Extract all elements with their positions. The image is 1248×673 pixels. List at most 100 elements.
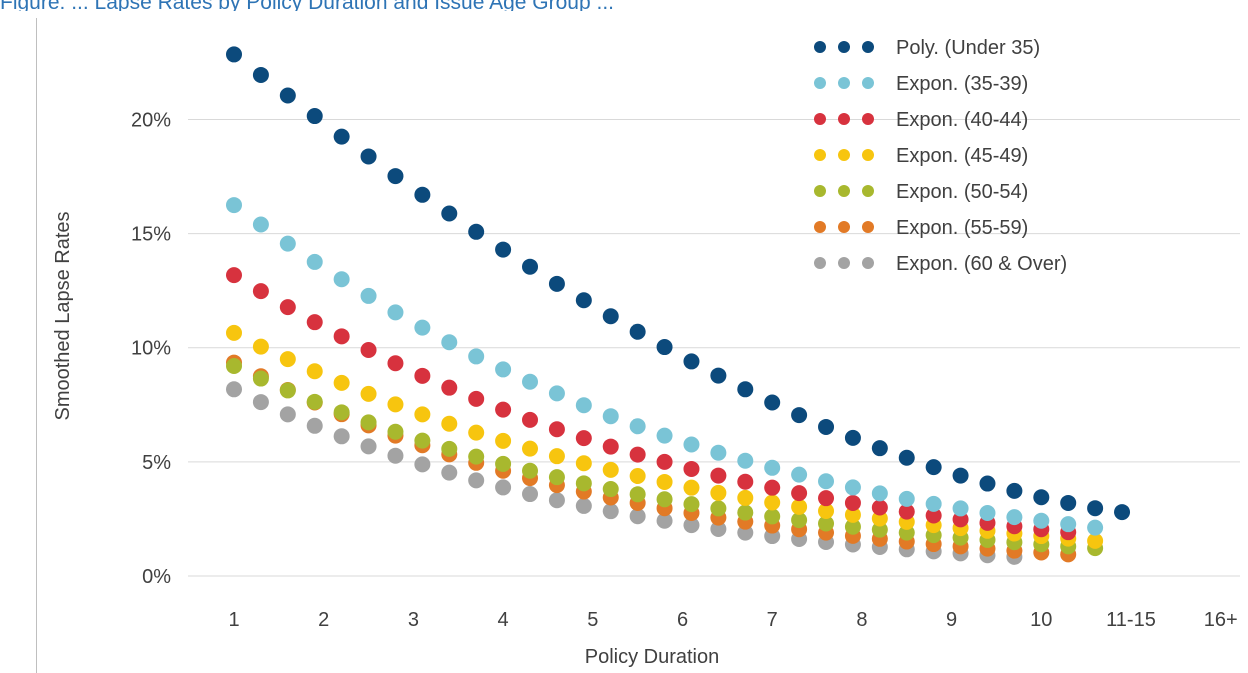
data-point-series-0 xyxy=(468,223,485,240)
x-axis-title: Policy Duration xyxy=(585,646,720,668)
data-point-series-4 xyxy=(683,496,700,513)
data-point-series-4 xyxy=(495,455,512,472)
data-point-series-1 xyxy=(710,444,727,461)
data-point-series-0 xyxy=(1060,494,1077,511)
data-point-series-6 xyxy=(414,456,431,473)
legend-label: Poly. (Under 35) xyxy=(896,37,1040,59)
data-point-series-4 xyxy=(764,508,781,525)
data-point-series-1 xyxy=(360,287,377,304)
data-point-series-0 xyxy=(979,475,996,492)
data-point-series-2 xyxy=(468,390,485,407)
gridlines xyxy=(188,118,1240,577)
data-point-series-2 xyxy=(226,267,242,284)
data-point-series-2 xyxy=(710,467,727,484)
y-tick-label: 20% xyxy=(131,109,171,131)
legend: Poly. (Under 35) Expon. (35-39) Expon. (40… xyxy=(814,37,1067,275)
x-tick-label: 7 xyxy=(767,609,778,631)
data-point-series-3 xyxy=(818,502,835,519)
legend-label: Expon. (55-59) xyxy=(896,217,1028,239)
data-point-series-0 xyxy=(952,467,969,484)
legend-marker xyxy=(838,257,850,269)
data-point-series-0 xyxy=(898,449,915,466)
data-point-series-1 xyxy=(548,385,565,402)
data-point-series-6 xyxy=(387,447,404,464)
data-point-series-6 xyxy=(522,486,539,503)
data-point-series-0 xyxy=(791,407,808,424)
legend-marker xyxy=(862,185,874,197)
data-point-series-1 xyxy=(495,361,512,378)
legend-marker xyxy=(838,41,850,53)
data-point-series-2 xyxy=(952,511,969,528)
legend-entry-0: Poly. (Under 35) xyxy=(814,37,1040,59)
data-point-series-3 xyxy=(656,473,673,490)
data-point-series-0 xyxy=(764,394,781,411)
data-point-series-2 xyxy=(602,438,619,455)
legend-entry-1: Expon. (35-39) xyxy=(814,73,1028,95)
data-point-series-1 xyxy=(656,427,673,444)
legend-marker xyxy=(862,77,874,89)
data-point-series-6 xyxy=(333,428,350,445)
y-tick-label: 15% xyxy=(131,224,171,246)
data-point-series-2 xyxy=(495,401,512,418)
data-point-series-3 xyxy=(495,432,512,449)
data-point-series-1 xyxy=(522,373,539,390)
y-tick-label: 0% xyxy=(142,566,171,588)
data-point-series-1 xyxy=(925,495,942,512)
data-point-series-2 xyxy=(575,430,592,447)
x-tick-label: 9 xyxy=(946,609,957,631)
data-point-series-1 xyxy=(1006,509,1023,526)
data-point-series-2 xyxy=(844,494,861,511)
data-point-series-4 xyxy=(844,518,861,535)
data-point-series-2 xyxy=(387,355,404,372)
legend-marker xyxy=(838,77,850,89)
legend-entry-5: Expon. (55-59) xyxy=(814,217,1028,239)
data-point-series-4 xyxy=(548,469,565,486)
legend-entry-4: Expon. (50-54) xyxy=(814,181,1028,203)
data-point-series-4 xyxy=(737,504,754,521)
x-tick-label: 6 xyxy=(677,609,688,631)
legend-marker xyxy=(814,113,826,125)
legend-marker xyxy=(838,149,850,161)
data-point-series-0 xyxy=(441,205,458,222)
data-point-series-1 xyxy=(871,485,888,502)
data-point-series-0 xyxy=(844,429,861,446)
data-point-series-3 xyxy=(683,479,700,496)
data-point-series-1 xyxy=(602,408,619,425)
data-point-series-2 xyxy=(871,499,888,516)
data-point-series-1 xyxy=(414,319,431,336)
data-point-series-1 xyxy=(575,397,592,414)
data-point-series-3 xyxy=(252,338,269,355)
data-point-series-1 xyxy=(737,452,754,469)
data-point-series-2 xyxy=(548,421,565,438)
data-point-series-2 xyxy=(764,479,781,496)
legend-marker xyxy=(814,41,826,53)
data-point-series-3 xyxy=(871,510,888,527)
data-point-series-1 xyxy=(629,418,646,435)
data-point-series-2 xyxy=(683,460,700,477)
x-tick-label: 8 xyxy=(856,609,867,631)
y-axis-title: Smoothed Lapse Rates xyxy=(52,211,74,420)
y-tick-label: 5% xyxy=(142,452,171,474)
data-point-series-0 xyxy=(925,459,942,476)
legend-marker xyxy=(862,149,874,161)
data-point-series-2 xyxy=(737,473,754,490)
data-point-series-6 xyxy=(737,524,754,541)
data-point-series-1 xyxy=(979,505,996,521)
data-point-series-2 xyxy=(279,299,296,316)
data-point-series-6 xyxy=(710,520,727,537)
data-point-series-4 xyxy=(602,481,619,498)
figure-caption-cropped: Figure: ... Lapse Rates by Policy Durati… xyxy=(0,0,1248,11)
data-point-series-4 xyxy=(871,521,888,538)
data-point-series-6 xyxy=(252,394,269,411)
data-point-series-0 xyxy=(575,292,592,309)
data-point-series-0 xyxy=(252,66,269,83)
data-point-series-0 xyxy=(548,275,565,292)
data-point-series-2 xyxy=(925,507,942,524)
data-point-series-0 xyxy=(710,367,727,384)
data-point-series-3 xyxy=(737,489,754,506)
data-point-series-4 xyxy=(252,370,269,387)
legend-label: Expon. (50-54) xyxy=(896,181,1028,203)
legend-entry-6: Expon. (60 & Over) xyxy=(814,253,1067,275)
legend-entry-2: Expon. (40-44) xyxy=(814,109,1028,131)
data-point-series-4 xyxy=(360,414,377,431)
